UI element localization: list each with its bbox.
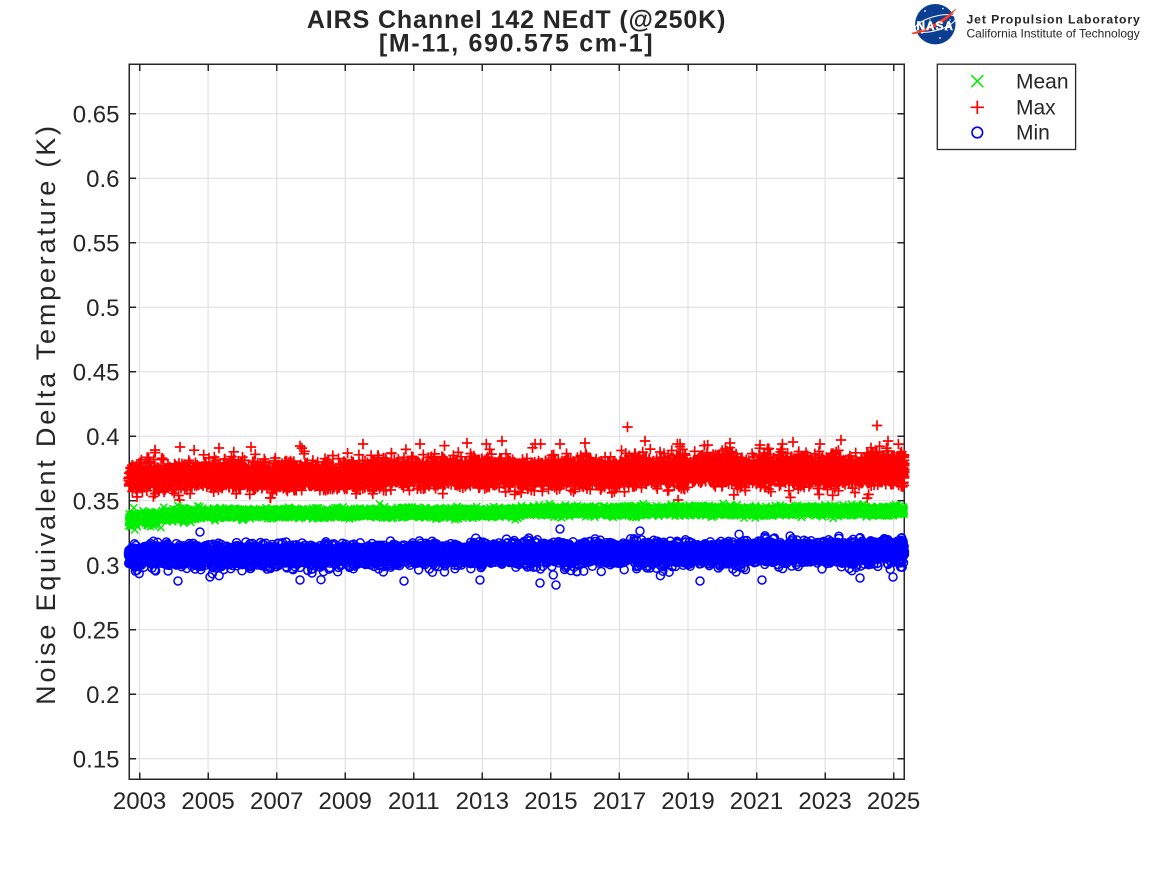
svg-text:Jet Propulsion Laboratory: Jet Propulsion Laboratory <box>967 13 1141 27</box>
svg-text:2025: 2025 <box>867 788 920 815</box>
svg-text:2003: 2003 <box>113 788 166 815</box>
svg-text:0.2: 0.2 <box>86 682 119 709</box>
svg-text:2021: 2021 <box>730 788 783 815</box>
svg-text:NASA: NASA <box>917 21 954 33</box>
svg-text:California Institute of Techno: California Institute of Technology <box>967 27 1140 41</box>
svg-text:2023: 2023 <box>798 788 851 815</box>
svg-text:0.25: 0.25 <box>73 617 120 644</box>
svg-text:AIRS Channel 142 NEdT (@250K): AIRS Channel 142 NEdT (@250K) <box>307 6 726 34</box>
svg-text:2009: 2009 <box>319 788 372 815</box>
svg-text:Noise Equivalent Delta Tempera: Noise Equivalent Delta Temperature (K) <box>31 123 61 705</box>
svg-text:0.55: 0.55 <box>73 230 120 257</box>
svg-text:0.5: 0.5 <box>86 295 119 322</box>
svg-text:0.3: 0.3 <box>86 553 119 580</box>
svg-text:Max: Max <box>1016 97 1056 120</box>
svg-text:Mean: Mean <box>1016 70 1069 93</box>
svg-text:2017: 2017 <box>593 788 646 815</box>
svg-text:2015: 2015 <box>524 788 577 815</box>
svg-text:0.45: 0.45 <box>73 359 120 386</box>
svg-text:[M-11, 690.575 cm-1]: [M-11, 690.575 cm-1] <box>379 30 654 58</box>
svg-text:0.35: 0.35 <box>73 488 120 515</box>
svg-text:2005: 2005 <box>181 788 234 815</box>
svg-text:0.15: 0.15 <box>73 746 120 773</box>
svg-text:0.4: 0.4 <box>86 424 119 451</box>
svg-text:0.65: 0.65 <box>73 101 120 128</box>
svg-text:2011: 2011 <box>388 788 440 815</box>
svg-text:2007: 2007 <box>250 788 303 815</box>
svg-text:2019: 2019 <box>661 788 714 815</box>
svg-text:0.6: 0.6 <box>86 166 119 193</box>
svg-text:2013: 2013 <box>456 788 509 815</box>
svg-text:Min: Min <box>1016 122 1050 145</box>
